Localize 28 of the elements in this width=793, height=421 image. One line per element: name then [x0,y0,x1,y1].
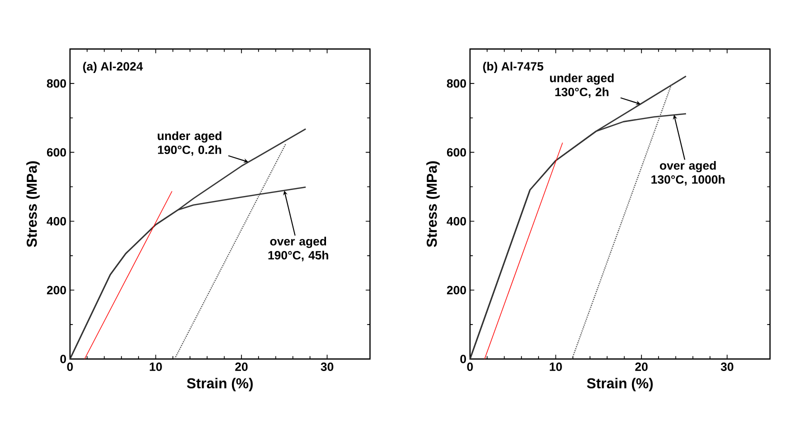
y-tick-label: 600 [446,148,466,157]
annotation: under aged 190°C, 0.2h [158,131,222,156]
y-tick-label: 400 [446,216,466,226]
x-tick-label: 10 [150,362,162,371]
annotation: over aged 190°C, 45h [268,236,328,262]
annotation: (b) Al-7475 [483,62,544,73]
y-axis-title: Stress (MPa) [426,161,440,248]
y-tick-label: 800 [46,79,66,88]
x-tick-label: 20 [635,362,648,371]
x-tick-label: 0 [67,362,73,371]
x-tick-label: 30 [720,362,734,372]
y-tick-label: 200 [446,286,466,294]
x-axis-title: Strain (%) [186,378,253,392]
x-tick-label: 0 [467,362,473,371]
x-tick-label: 20 [235,362,248,371]
y-tick-label: 0 [460,354,466,364]
x-tick-label: 30 [320,362,334,372]
annotation: under aged 130°C, 2h [550,73,614,98]
annotation: (a) Al-2024 [83,62,143,73]
x-tick-label: 10 [550,362,562,371]
y-tick-label: 800 [446,79,466,88]
y-tick-label: 400 [46,216,66,226]
y-tick-label: 0 [60,354,66,364]
y-axis-title: Stress (MPa) [26,161,40,248]
x-axis-title: Strain (%) [586,378,653,392]
annotation: over aged 130°C, 1000h [651,160,725,186]
y-tick-label: 200 [46,286,66,294]
y-tick-label: 600 [46,148,66,157]
